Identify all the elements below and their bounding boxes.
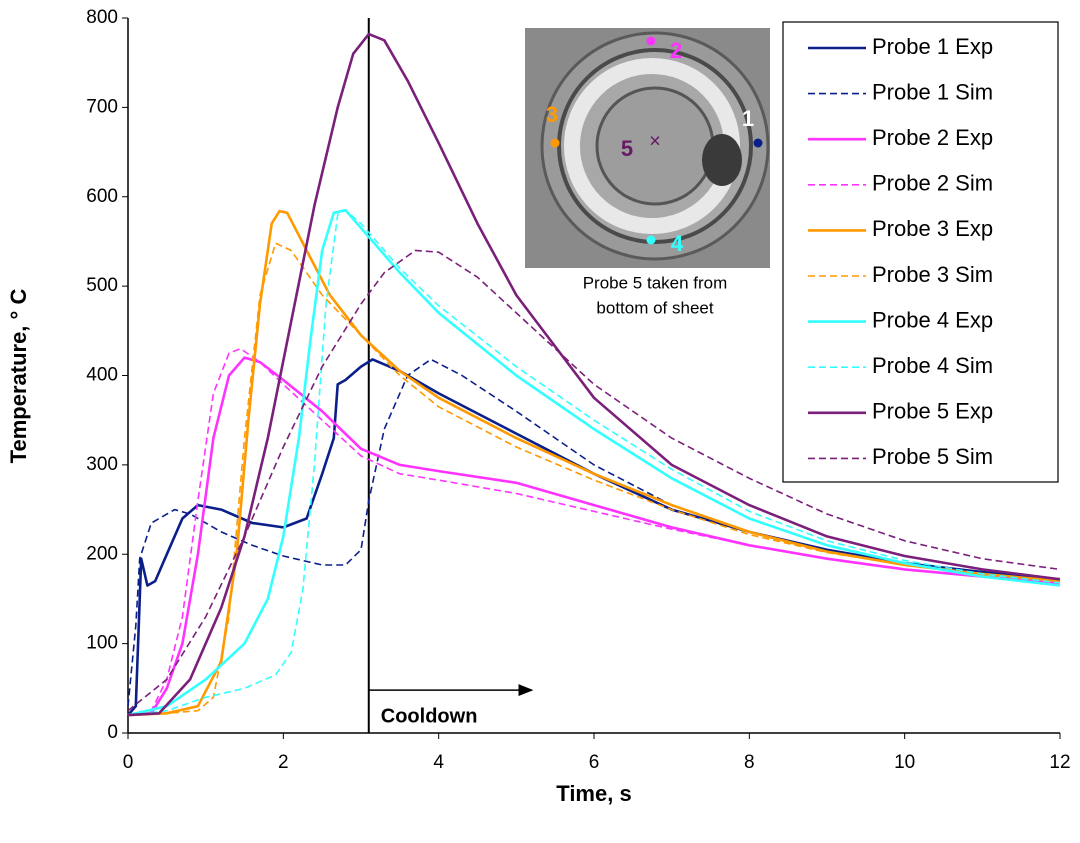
y-tick-label: 300 xyxy=(86,454,118,475)
legend-text: Probe 5 Sim xyxy=(872,444,993,469)
y-tick-label: 400 xyxy=(86,365,118,386)
y-tick-label: 600 xyxy=(86,186,118,207)
series-line xyxy=(127,358,1061,716)
legend-text: Probe 3 Exp xyxy=(872,216,993,241)
legend-box xyxy=(782,21,1059,483)
series-line xyxy=(127,347,1061,716)
x-tick-label: 12 xyxy=(1049,752,1070,773)
inset-photo: × 1 2 3 4 5 xyxy=(525,28,770,268)
y-tick-label: 0 xyxy=(107,722,118,743)
y-tick-label: 700 xyxy=(86,96,118,117)
y-tick-label: 200 xyxy=(86,543,118,564)
series-line xyxy=(127,358,1061,707)
x-tick-label: 0 xyxy=(123,752,134,773)
x-tick-label: 8 xyxy=(744,752,755,773)
y-tick-label: 500 xyxy=(86,275,118,296)
probe-dot xyxy=(646,235,656,245)
series-line xyxy=(127,249,1061,712)
legend-text: Probe 4 Sim xyxy=(872,353,993,378)
probe-dot xyxy=(646,36,656,46)
y-tick-label: 100 xyxy=(86,633,118,654)
series-line xyxy=(127,208,1061,717)
series-line xyxy=(127,209,1061,716)
x-axis-label: Time, s xyxy=(556,781,631,806)
probe-label: 1 xyxy=(742,106,754,131)
probe-5-cross: × xyxy=(649,130,661,152)
probe-label: 4 xyxy=(671,231,684,256)
probe-label: 3 xyxy=(546,102,558,127)
y-tick-label: 800 xyxy=(86,7,118,28)
x-tick-label: 6 xyxy=(589,752,600,773)
legend-text: Probe 4 Exp xyxy=(872,307,993,332)
series-line xyxy=(127,242,1061,716)
legend-text: Probe 1 Sim xyxy=(872,79,993,104)
legend-text: Probe 1 Exp xyxy=(872,34,993,59)
probe-dot xyxy=(753,138,763,148)
probe-label: 5 xyxy=(621,136,633,161)
legend-text: Probe 3 Sim xyxy=(872,262,993,287)
inset-defect xyxy=(702,134,742,186)
inset-note: Probe 5 taken from xyxy=(583,273,728,292)
series-line xyxy=(127,32,1061,717)
legend-text: Probe 2 Exp xyxy=(872,125,993,150)
probe-dot xyxy=(550,138,560,148)
cooldown-label: Cooldown xyxy=(381,705,478,727)
x-tick-label: 4 xyxy=(433,752,444,773)
probe-label: 2 xyxy=(670,38,682,63)
y-axis-label: Temperature, ° C xyxy=(6,289,31,464)
legend-text: Probe 2 Sim xyxy=(872,171,993,196)
x-tick-label: 2 xyxy=(278,752,289,773)
legend-text: Probe 5 Exp xyxy=(872,399,993,424)
inset-note: bottom of sheet xyxy=(596,298,713,317)
x-tick-label: 10 xyxy=(894,752,915,773)
